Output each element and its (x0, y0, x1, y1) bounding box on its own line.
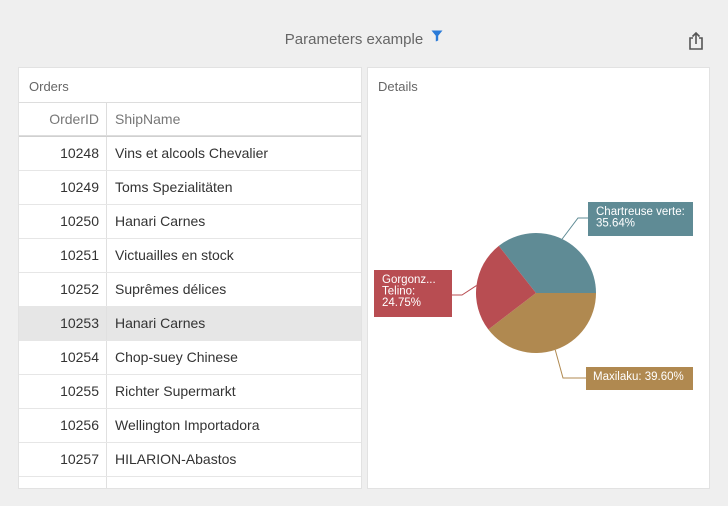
grid-header: OrderID ShipName (19, 102, 361, 136)
pie-label-text: Telino: (382, 286, 415, 298)
pie-leader-line (452, 285, 477, 296)
cell-orderid: 10252 (19, 273, 107, 306)
column-header-orderid[interactable]: OrderID (19, 103, 107, 135)
details-panel: Details Chartreuse verte: 35.64% Maxilaku:… (367, 67, 710, 489)
cell-orderid: 10248 (19, 137, 107, 170)
table-row[interactable]: 10248 Vins et alcools Chevalier (19, 137, 361, 171)
cell-orderid: 10250 (19, 205, 107, 238)
cell-orderid: 10254 (19, 341, 107, 374)
table-row[interactable]: 10255 Richter Supermarkt (19, 375, 361, 409)
pie-label-box (586, 367, 693, 390)
orders-panel: Orders OrderID ShipName 10248 Vins et alc… (18, 67, 362, 489)
export-icon[interactable] (685, 30, 707, 52)
cell-orderid: 10255 (19, 375, 107, 408)
cell-shipname: Victuailles en stock (115, 247, 234, 263)
orders-grid: OrderID ShipName 10248 Vins et alcools Ch… (19, 102, 361, 488)
pie-label-text: 24.75% (382, 297, 421, 309)
table-row[interactable]: 10257 HILARION-Abastos (19, 443, 361, 477)
pie-label-box (374, 270, 452, 317)
table-row[interactable]: 10254 Chop-suey Chinese (19, 341, 361, 375)
details-caption: Details (378, 79, 418, 94)
dashboard-title: Parameters example (0, 30, 728, 48)
pie-label-text: Gorgonz... (382, 274, 436, 286)
table-row[interactable]: 10253 Hanari Carnes (19, 307, 361, 341)
table-row[interactable]: 10256 Wellington Importadora (19, 409, 361, 443)
table-row[interactable]: 10250 Hanari Carnes (19, 205, 361, 239)
column-header-shipname[interactable]: ShipName (115, 111, 181, 127)
filter-icon[interactable] (431, 30, 443, 42)
table-row[interactable]: 10252 Suprêmes délices (19, 273, 361, 307)
pie-slice-gorgonzola-telino[interactable] (476, 245, 536, 330)
pie-label-text: Maxilaku: 39.60% (593, 371, 684, 383)
cell-shipname: HILARION-Abastos (115, 451, 237, 467)
cell-shipname: Hanari Carnes (115, 213, 206, 229)
pie-slice-chartreuse-verte[interactable] (498, 233, 596, 293)
cell-orderid: 10253 (19, 307, 107, 340)
dashboard-title-text: Parameters example (284, 31, 424, 48)
cell-shipname: Wellington Importadora (115, 417, 260, 433)
pie-chart: Chartreuse verte:35.64% Maxilaku: 39.60% G… (374, 202, 693, 390)
cell-orderid: 10257 (19, 443, 107, 476)
orders-caption: Orders (29, 79, 69, 94)
pie-label-text: 35.64% (596, 218, 635, 230)
pie-label-text: Chartreuse verte: (596, 206, 685, 218)
pie-label-box (588, 202, 693, 236)
cell-shipname: Vins et alcools Chevalier (115, 145, 269, 161)
pie-leader-line (554, 349, 586, 379)
cell-shipname: Toms Spezialitäten (115, 179, 233, 195)
pie-leader-line (561, 217, 588, 240)
cell-shipname: Hanari Carnes (115, 315, 206, 331)
table-row[interactable]: 10251 Victuailles en stock (19, 239, 361, 273)
cell-shipname: Chop-suey Chinese (115, 349, 238, 365)
cell-orderid (19, 477, 107, 488)
table-row-partial (19, 477, 361, 488)
cell-shipname: Suprêmes délices (115, 281, 227, 297)
cell-orderid: 10249 (19, 171, 107, 204)
cell-shipname: Richter Supermarkt (115, 383, 236, 399)
dashboard-titlebar: Parameters example (0, 0, 728, 66)
table-row[interactable]: 10249 Toms Spezialitäten (19, 171, 361, 205)
pie-slice-maxilaku[interactable] (488, 293, 596, 354)
cell-orderid: 10256 (19, 409, 107, 442)
cell-orderid: 10251 (19, 239, 107, 272)
grid-rows: 10248 Vins et alcools Chevalier 10249 Toms … (19, 136, 361, 488)
